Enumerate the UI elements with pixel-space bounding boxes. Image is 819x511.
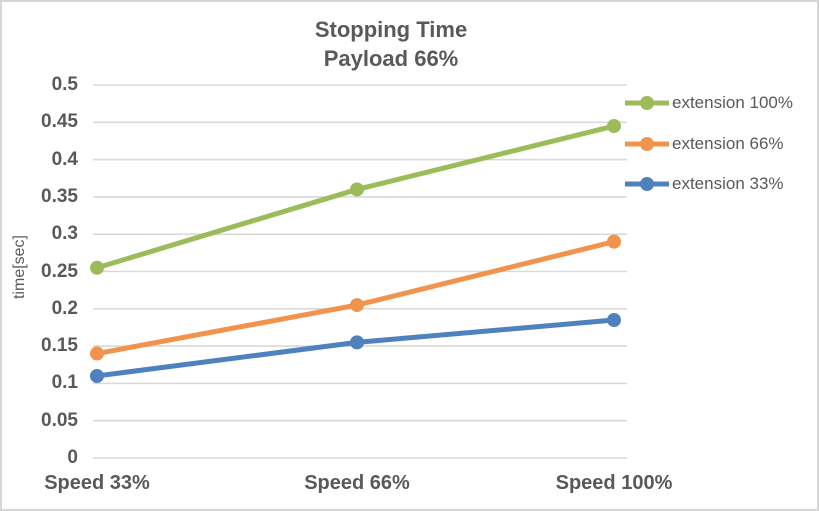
- y-tick-label: 0.35: [41, 185, 78, 207]
- y-tick-label: 0.05: [41, 409, 78, 431]
- y-tick-label: 0.1: [51, 372, 78, 394]
- data-point-marker: [607, 234, 621, 249]
- y-tick-label: 0.25: [41, 260, 78, 282]
- legend-label: extension 33%: [672, 174, 784, 193]
- data-point-marker: [607, 312, 621, 327]
- legend-label: extension 66%: [672, 134, 784, 153]
- legend-item: extension 33%: [624, 173, 784, 195]
- data-point-marker: [90, 368, 104, 383]
- y-tick-label: 0.4: [51, 148, 78, 170]
- legend-marker-icon: [625, 96, 669, 110]
- x-tick-label: Speed 100%: [555, 472, 673, 494]
- legend-item: extension 66%: [624, 133, 784, 155]
- data-point-marker: [90, 260, 104, 275]
- y-tick-label: 0.45: [41, 111, 78, 133]
- legend-item: extension 100%: [624, 92, 793, 114]
- x-tick-label: Speed 66%: [304, 472, 410, 494]
- data-point-marker: [90, 346, 104, 361]
- data-point-marker: [350, 182, 364, 197]
- y-tick-label: 0.15: [41, 335, 78, 357]
- data-point-marker: [350, 298, 364, 313]
- legend-label: extension 100%: [672, 93, 793, 112]
- chart-title: Stopping Time Payload 66%: [2, 15, 780, 73]
- chart-title-line-2: Payload 66%: [323, 46, 459, 71]
- y-tick-label: 0.3: [51, 223, 78, 245]
- y-tick-label: 0: [67, 447, 78, 468]
- x-tick-label: Speed 33%: [44, 472, 150, 494]
- data-point-marker: [350, 335, 364, 350]
- data-point-marker: [607, 119, 621, 134]
- chart-title-line-1: Stopping Time: [314, 17, 468, 42]
- y-tick-label: 0.2: [51, 297, 78, 319]
- legend-marker-icon: [625, 137, 669, 151]
- legend-marker-icon: [625, 177, 669, 191]
- y-tick-label: 0.5: [51, 74, 78, 95]
